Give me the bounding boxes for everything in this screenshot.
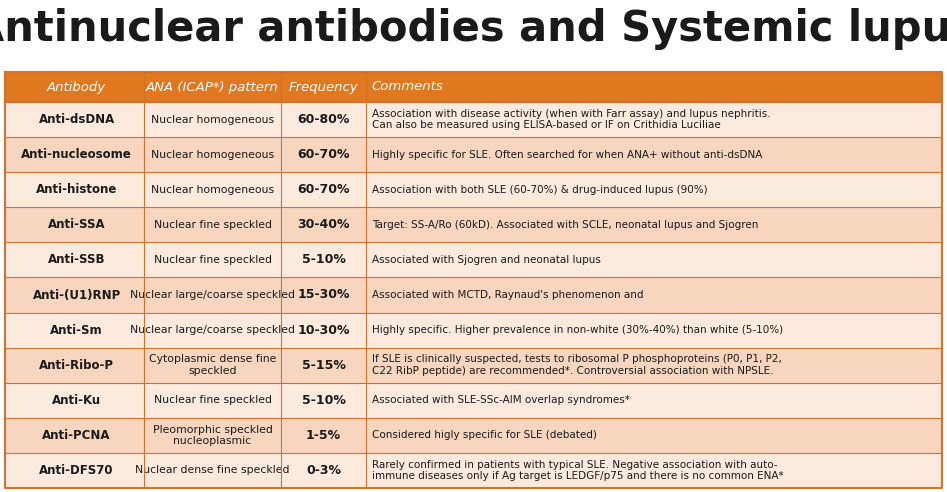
Text: Anti-dsDNA: Anti-dsDNA [39, 113, 115, 126]
Bar [5, 172, 942, 207]
Text: Nuclear large/coarse speckled: Nuclear large/coarse speckled [130, 290, 295, 300]
Text: Anti-PCNA: Anti-PCNA [43, 429, 111, 442]
Text: 30-40%: 30-40% [297, 218, 349, 231]
Text: Nuclear dense fine speckled: Nuclear dense fine speckled [135, 465, 290, 475]
Text: 60-80%: 60-80% [297, 113, 349, 126]
Bar [5, 418, 942, 453]
Text: 60-70%: 60-70% [297, 148, 349, 161]
Text: Associated with Sjogren and neonatal lupus: Associated with Sjogren and neonatal lup… [372, 255, 600, 265]
Text: Target: SS-A/Ro (60kD). Associated with SCLE, neonatal lupus and Sjogren: Target: SS-A/Ro (60kD). Associated with … [372, 220, 759, 230]
Bar [5, 207, 942, 243]
Bar [5, 72, 942, 102]
Text: Pleomorphic speckled
nucleoplasmic: Pleomorphic speckled nucleoplasmic [152, 425, 273, 446]
Text: Anti-nucleosome: Anti-nucleosome [21, 148, 132, 161]
Text: Anti-Ribo-P: Anti-Ribo-P [39, 359, 115, 371]
Text: Nuclear homogeneous: Nuclear homogeneous [151, 115, 274, 124]
Bar [5, 348, 942, 383]
Text: 5-10%: 5-10% [302, 394, 346, 407]
Text: 10-30%: 10-30% [297, 324, 349, 337]
Text: ANA (ICAP*) pattern: ANA (ICAP*) pattern [146, 81, 279, 93]
Text: Nuclear fine speckled: Nuclear fine speckled [153, 255, 272, 265]
Text: Considered higly specific for SLE (debated): Considered higly specific for SLE (debat… [372, 430, 597, 440]
Text: Antinuclear antibodies and Systemic lupus: Antinuclear antibodies and Systemic lupu… [0, 8, 947, 50]
Bar [5, 383, 942, 418]
Text: Association with both SLE (60-70%) & drug-induced lupus (90%): Association with both SLE (60-70%) & dru… [372, 184, 707, 195]
Bar [5, 453, 942, 488]
Text: 5-15%: 5-15% [302, 359, 346, 371]
Text: Cytoplasmic dense fine
speckled: Cytoplasmic dense fine speckled [149, 354, 277, 376]
Text: Anti-Ku: Anti-Ku [52, 394, 101, 407]
Text: 15-30%: 15-30% [297, 288, 349, 302]
Bar [5, 312, 942, 348]
Text: Comments: Comments [372, 81, 443, 93]
Text: Antibody: Antibody [47, 81, 106, 93]
Text: Highly specific. Higher prevalence in non-white (30%-40%) than white (5-10%): Highly specific. Higher prevalence in no… [372, 325, 783, 335]
Bar [5, 102, 942, 137]
Bar [5, 277, 942, 312]
Text: Association with disease activity (when with Farr assay) and lupus nephritis.
Ca: Association with disease activity (when … [372, 109, 770, 130]
Text: 60-70%: 60-70% [297, 183, 349, 196]
Text: 5-10%: 5-10% [302, 253, 346, 266]
Text: Nuclear fine speckled: Nuclear fine speckled [153, 395, 272, 405]
Text: Anti-SSB: Anti-SSB [48, 253, 105, 266]
Bar [5, 137, 942, 172]
Text: Anti-DFS70: Anti-DFS70 [40, 464, 114, 477]
Text: 0-3%: 0-3% [306, 464, 341, 477]
Text: If SLE is clinically suspected, tests to ribosomal P phosphoproteins (P0, P1, P2: If SLE is clinically suspected, tests to… [372, 354, 781, 376]
Text: Nuclear fine speckled: Nuclear fine speckled [153, 220, 272, 230]
Text: Associated with MCTD, Raynaud's phenomenon and: Associated with MCTD, Raynaud's phenomen… [372, 290, 643, 300]
Text: Nuclear large/coarse speckled: Nuclear large/coarse speckled [130, 325, 295, 335]
Text: Nuclear homogeneous: Nuclear homogeneous [151, 184, 274, 195]
Text: Anti-Sm: Anti-Sm [50, 324, 103, 337]
Text: Anti-(U1)RNP: Anti-(U1)RNP [32, 288, 121, 302]
Text: 1-5%: 1-5% [306, 429, 341, 442]
Text: Anti-SSA: Anti-SSA [48, 218, 105, 231]
Text: Anti-histone: Anti-histone [36, 183, 117, 196]
Text: Nuclear homogeneous: Nuclear homogeneous [151, 150, 274, 159]
Text: Frequency: Frequency [289, 81, 358, 93]
Text: Associated with SLE-SSc-AIM overlap syndromes*: Associated with SLE-SSc-AIM overlap synd… [372, 395, 630, 405]
Text: Highly specific for SLE. Often searched for when ANA+ without anti-dsDNA: Highly specific for SLE. Often searched … [372, 150, 762, 159]
Text: Rarely confirmed in patients with typical SLE. Negative association with auto-
i: Rarely confirmed in patients with typica… [372, 460, 783, 481]
Bar [5, 243, 942, 277]
